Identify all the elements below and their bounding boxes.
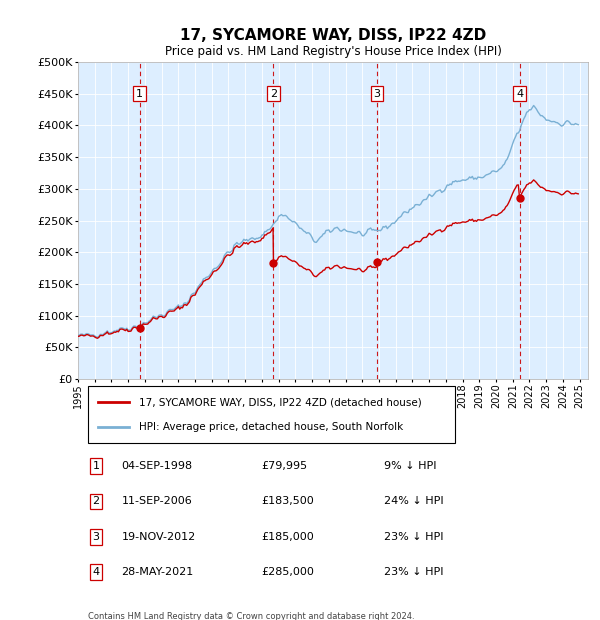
Text: 3: 3 [373,89,380,99]
Bar [88,386,455,443]
Text: £185,000: £185,000 [262,532,314,542]
Text: 04-SEP-1998: 04-SEP-1998 [121,461,193,471]
Text: 4: 4 [92,567,100,577]
Text: 11-SEP-2006: 11-SEP-2006 [121,497,192,507]
Text: 17, SYCAMORE WAY, DISS, IP22 4ZD (detached house): 17, SYCAMORE WAY, DISS, IP22 4ZD (detach… [139,397,422,407]
Text: 19-NOV-2012: 19-NOV-2012 [121,532,196,542]
Text: 3: 3 [92,532,100,542]
Text: 23% ↓ HPI: 23% ↓ HPI [384,532,443,542]
Text: £285,000: £285,000 [262,567,314,577]
Text: 4: 4 [516,89,523,99]
Text: 1: 1 [136,89,143,99]
Text: 9% ↓ HPI: 9% ↓ HPI [384,461,437,471]
Text: 28-MAY-2021: 28-MAY-2021 [121,567,194,577]
Text: 2: 2 [270,89,277,99]
Text: 2: 2 [92,497,100,507]
Text: 1: 1 [92,461,100,471]
Text: 23% ↓ HPI: 23% ↓ HPI [384,567,443,577]
Text: £183,500: £183,500 [262,497,314,507]
Text: Contains HM Land Registry data © Crown copyright and database right 2024.: Contains HM Land Registry data © Crown c… [88,612,415,620]
Text: 24% ↓ HPI: 24% ↓ HPI [384,497,443,507]
Text: Price paid vs. HM Land Registry's House Price Index (HPI): Price paid vs. HM Land Registry's House … [164,45,502,58]
Text: HPI: Average price, detached house, South Norfolk: HPI: Average price, detached house, Sout… [139,422,403,432]
Text: 17, SYCAMORE WAY, DISS, IP22 4ZD: 17, SYCAMORE WAY, DISS, IP22 4ZD [180,28,486,43]
Text: £79,995: £79,995 [262,461,308,471]
